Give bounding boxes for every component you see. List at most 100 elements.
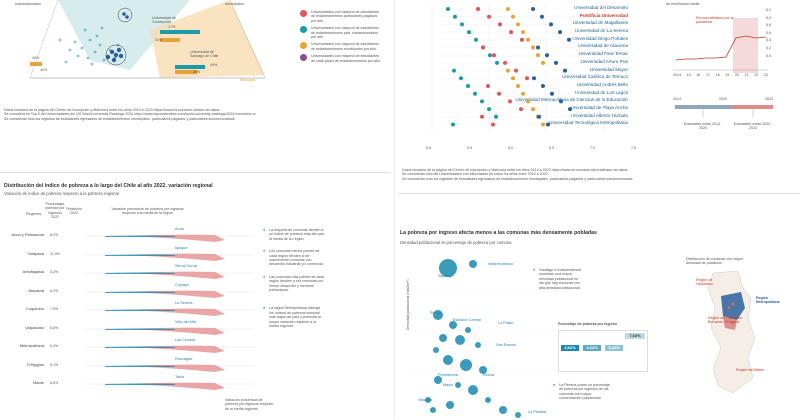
inset-y-tick: 5,6 [766,30,771,35]
region-pct: 5,1% [50,362,59,367]
dot-mark [521,30,525,35]
density-note-text: La Pintana posee un porcentaje de pobrez… [559,383,610,401]
timeline-year: 2014 [673,97,681,101]
dot-mark [446,7,450,11]
dot-mark [506,7,510,11]
dot-mark [536,53,540,58]
uni-label: Universidad Arturo Prat [580,58,629,64]
region-city: Copiapó [175,282,190,287]
poverty-note: La mayoría de comunas tienden a un índic… [269,228,325,241]
region-variation-bar [85,327,255,335]
dot-mark [476,7,480,11]
santiago-pct-teal: 44% [210,63,218,67]
dot-mark [520,37,524,42]
dot-mark [546,122,550,127]
poverty-box: 3,62% 4,63% 5,40% 7,63% [558,330,648,372]
region-city: La Serena [175,301,193,305]
legend-text-2: Universidades con mayoría de estudiantes… [311,26,379,40]
dot-mark [503,60,507,65]
dot-mark [509,30,513,35]
dot-mark [495,60,499,65]
inset-y-tick: 5,4 [766,38,771,43]
col-header-regions: Regiones [26,212,42,216]
map-label: Región Metropolitana [756,296,780,305]
poverty-note: Los comunas menos pobres de cada región … [269,249,324,267]
dot-mark [473,91,477,96]
inset-y-tick: 6,2 [766,8,771,12]
x-tick: 5.0 [426,146,431,150]
note-3: Se consideran solo los registros de estu… [402,176,633,181]
dot-mark [531,45,535,50]
inset-x-tick: 23 [763,73,768,77]
region-name: Metropolitana [19,343,44,348]
divider-left [0,172,390,173]
dot-mark [531,107,535,112]
bullet-icon: ● [553,383,556,387]
poverty-note: La región Metropolitana alberga los índi… [269,306,321,329]
region-city: Talca [175,375,184,379]
corner-label: subvencionados [15,2,41,6]
inset-y-tick: 5,8 [766,23,771,28]
map-label: Región de Valparaíso [696,278,713,287]
region-map [707,270,756,394]
dot-mark [558,30,562,35]
dot-mark [519,107,523,112]
region-city: Sierra Gorda [175,264,197,268]
inset-x-tick: 22 [754,73,759,77]
legend-caption: Variación porcentual de pobreza por ingr… [225,398,274,411]
dot-mark [514,68,518,73]
bullet-icon: ● [533,268,536,272]
region-variation-bar [85,234,255,242]
concepcion-pct-teal: 17% [168,25,176,29]
map-label: Región del Libertador Bernardo O'Higgins [708,316,743,325]
region-name: Tarapacá [27,250,44,256]
dot-mark [474,37,478,42]
dot-mark [480,114,484,119]
dot-mark [487,107,491,112]
ternary-legend: Universidades con mayoría de estudiantes… [300,10,382,66]
inset-y-tick: 5,0 [766,53,771,58]
inset-x-tick: 16 [696,73,701,77]
dot-mark [497,91,501,96]
comuna-label: Lo Prado [498,321,514,325]
uni-label: Universidad Tecnológica Metropolitana [549,120,628,126]
dot-mark [567,37,571,42]
legend-dot-red [300,10,307,17]
density-note-1: ● Santiago e Independencia muestran una m… [533,268,583,293]
poverty-notes: ● La mayoría de comunas tienden a un índi… [263,228,325,332]
region-pct: 6,6% [50,325,59,330]
comuna-label: Vitacura [418,398,432,402]
inset-title: de enseñanza media [666,2,700,6]
dot-mark [466,84,470,88]
density-panel: La pobreza por ingreso afecta menos a la… [398,198,800,419]
col-header-pop: Población 2022 [66,207,82,216]
dot-mark [532,76,536,81]
region-name: Atacama [28,287,44,293]
inset-y-ticks: 6,2 6,0 5,8 5,6 5,4 5,2 5,0 [766,8,771,58]
dot-mark [516,22,520,27]
x-axis-ticks: 5.0 5.5 6.0 6.5 7.0 7.5 [426,146,636,150]
legend-text-3: Universidades con mayoría de estudiantes… [311,42,379,51]
note-3: Se consideran solo los registros de estu… [4,116,235,121]
x-tick: 6.0 [508,146,513,150]
comuna-label: Santiago [438,274,453,278]
bullet-icon: ● [263,274,266,279]
region-variation-bar [85,271,255,279]
x-tick: 7.0 [590,146,595,150]
region-variation-bar [85,253,255,261]
region-city: Arica [175,227,184,231]
uni-label: Universidad del Desarrollo [574,5,628,10]
poverty-value: 5,40% [605,345,623,351]
pct-left: 40% [32,56,40,60]
inset-annotation: Período afectado por la pandemia [696,16,734,25]
comuna-label: La Pintana [528,410,547,414]
timeline-bar [675,105,773,117]
region-city: Viña del Mar [175,319,197,324]
highlight-arrow: → [620,15,625,20]
dot-mark [494,114,498,119]
region-row: Maule 6,6% Talca [0,375,255,394]
legend-dot-teal [300,26,307,34]
region-row: Arica y Parinacota 8,2% Arica [0,227,255,246]
dot-mark [559,99,563,104]
dot-mark [460,22,464,27]
